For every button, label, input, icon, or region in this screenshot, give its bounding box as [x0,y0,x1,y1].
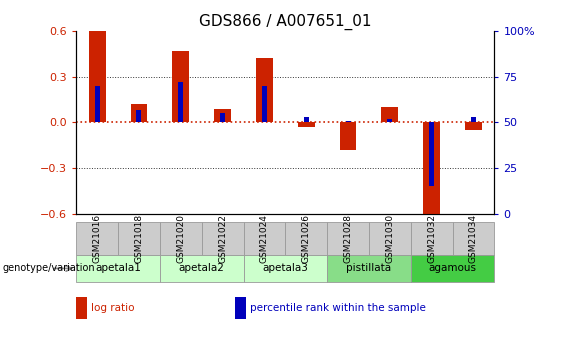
Bar [95,86,99,122]
Text: genotype/variation: genotype/variation [3,264,95,273]
Bar [471,117,476,122]
Bar [388,119,392,122]
Text: log ratio: log ratio [91,303,134,313]
Text: GSM21032: GSM21032 [427,214,436,263]
Text: GSM21030: GSM21030 [385,214,394,263]
Text: GSM21016: GSM21016 [93,214,102,263]
Bar [381,107,398,122]
Bar [76,255,160,282]
Text: GSM21028: GSM21028 [344,214,353,263]
Text: apetala1: apetala1 [95,264,141,273]
Text: GSM21018: GSM21018 [134,214,144,263]
Bar [346,121,350,122]
Text: GSM21034: GSM21034 [469,214,478,263]
Bar [137,110,141,122]
Bar [76,222,118,255]
Text: GSM21026: GSM21026 [302,214,311,263]
Bar [244,255,327,282]
Bar [160,222,202,255]
Title: GDS866 / A007651_01: GDS866 / A007651_01 [199,13,372,30]
Text: GSM21022: GSM21022 [218,214,227,263]
Text: percentile rank within the sample: percentile rank within the sample [250,303,425,313]
Bar [118,222,160,255]
Bar [235,297,246,319]
Bar [244,222,285,255]
Bar [411,255,494,282]
Bar [89,31,106,122]
Bar [262,86,267,122]
Bar [298,122,315,127]
Bar [304,117,308,122]
Text: agamous: agamous [429,264,476,273]
Bar [285,222,327,255]
Bar [202,222,244,255]
Bar [411,222,453,255]
Bar [465,122,482,130]
Bar [327,222,369,255]
Text: GSM21024: GSM21024 [260,214,269,263]
Text: pistillata: pistillata [346,264,392,273]
Bar [453,222,494,255]
Text: GSM21020: GSM21020 [176,214,185,263]
Bar [369,222,411,255]
Bar [327,255,411,282]
Bar [340,122,357,150]
Bar [220,113,225,122]
Bar [423,122,440,217]
Text: apetala3: apetala3 [262,264,308,273]
Bar [214,109,231,122]
Bar [160,255,244,282]
Bar [256,59,273,122]
Bar [131,104,147,122]
Bar [429,122,434,187]
Bar [172,51,189,122]
Text: apetala2: apetala2 [179,264,225,273]
Bar [76,297,87,319]
Bar [179,82,183,122]
